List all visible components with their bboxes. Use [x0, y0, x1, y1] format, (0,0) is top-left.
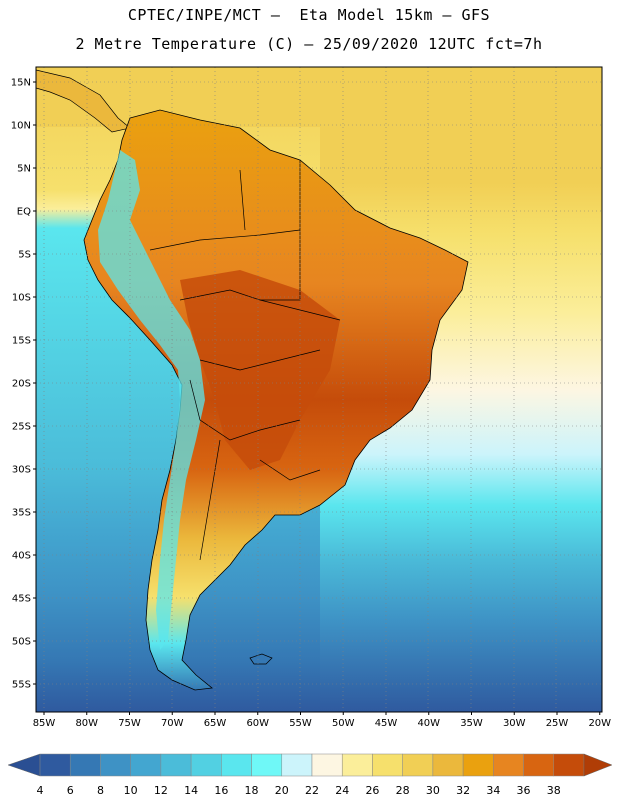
- colorbar-swatch: [100, 753, 131, 777]
- falkland-islands: [249, 653, 273, 665]
- colorbar-under-arrow: [7, 753, 41, 777]
- lat-tick-label: 40S: [12, 551, 31, 562]
- latitude-axis: 15N 10N 5N EQ 5S 10S 15S 20S 25S 30S 35S 40S 45S 50S 5…: [11, 78, 36, 691]
- map-title-line-1: CPTEC/INPE/MCT – Eta Model 15km – GFS: [127, 6, 491, 24]
- colorbar-swatch: [553, 753, 585, 777]
- colorbar-label: 20: [275, 784, 289, 797]
- lat-tick-label: 10N: [11, 121, 31, 132]
- lat-tick-label: 5N: [17, 164, 31, 175]
- colorbar-label: 36: [517, 784, 531, 797]
- lon-tick-label: 45W: [375, 718, 398, 729]
- colorbar-swatch: [160, 753, 192, 777]
- lat-tick-label: 15S: [12, 336, 31, 347]
- lat-tick-label: 30S: [12, 465, 31, 476]
- colorbar-label: 30: [426, 784, 440, 797]
- lat-tick-label: 5S: [18, 250, 31, 261]
- colorbar-swatch: [190, 753, 222, 777]
- colorbar-label: 4: [37, 784, 44, 797]
- longitude-axis: 85W 80W 75W 70W 65W 60W 55W 50W 45W 40W 35W 30W 25W 2…: [33, 712, 611, 729]
- colorbar-label: 38: [547, 784, 561, 797]
- lon-tick-label: 30W: [503, 718, 526, 729]
- colorbar-label: 14: [184, 784, 198, 797]
- lon-tick-label: 40W: [417, 718, 440, 729]
- colorbar-label: 24: [335, 784, 349, 797]
- lat-tick-label: 50S: [12, 637, 31, 648]
- colorbar-swatch: [251, 753, 283, 777]
- colorbar-label: 28: [396, 784, 410, 797]
- colorbar-swatch: [39, 753, 71, 777]
- lat-tick-label: 45S: [12, 594, 31, 605]
- colorbar-label: 34: [486, 784, 500, 797]
- lat-tick-label: 10S: [12, 293, 31, 304]
- lat-tick-label: 55S: [12, 680, 31, 691]
- colorbar-label: 18: [245, 784, 259, 797]
- colorbar-swatch: [402, 753, 434, 777]
- lat-tick-label: 15N: [11, 78, 31, 89]
- colorbar-swatch: [372, 753, 403, 777]
- north-warm-band: [36, 67, 602, 127]
- lat-tick-label: 20S: [12, 379, 31, 390]
- colorbar: 4 6 8 10 12 14 16 18 20 22 24 26 28 30 32 34 36 38: [7, 753, 613, 797]
- colorbar-swatch: [462, 753, 494, 777]
- colorbar-swatch: [493, 753, 524, 777]
- lat-tick-label: EQ: [17, 207, 31, 218]
- map-title-line-2: 2 Metre Temperature (C) – 25/09/2020 12U…: [75, 35, 543, 53]
- colorbar-label: 10: [124, 784, 138, 797]
- lon-tick-label: 55W: [289, 718, 312, 729]
- colorbar-swatch: [432, 753, 464, 777]
- lon-tick-label: 65W: [204, 718, 227, 729]
- colorbar-label: 16: [214, 784, 228, 797]
- lat-tick-label: 35S: [12, 508, 31, 519]
- andes-cold-band: [98, 150, 205, 650]
- colorbar-swatch: [130, 753, 162, 777]
- colorbar-label: 6: [67, 784, 74, 797]
- lon-tick-label: 35W: [460, 718, 483, 729]
- lon-tick-label: 80W: [75, 718, 98, 729]
- lon-tick-label: 85W: [33, 718, 56, 729]
- lon-tick-label: 60W: [246, 718, 269, 729]
- colorbar-swatch: [69, 753, 101, 777]
- colorbar-label: 32: [456, 784, 470, 797]
- colorbar-label: 26: [365, 784, 379, 797]
- colorbar-swatch: [311, 753, 343, 777]
- colorbar-swatch: [341, 753, 373, 777]
- colorbar-over-arrow: [583, 753, 613, 777]
- colorbar-swatch: [281, 753, 313, 777]
- colorbar-swatch: [523, 753, 555, 777]
- map-border: [35, 66, 603, 713]
- central-america: [36, 69, 131, 133]
- colorbar-label: 12: [154, 784, 168, 797]
- lon-tick-label: 25W: [546, 718, 569, 729]
- lon-tick-label: 70W: [161, 718, 184, 729]
- lon-tick-label: 75W: [118, 718, 141, 729]
- colorbar-label: 8: [97, 784, 104, 797]
- lat-tick-label: 25S: [12, 422, 31, 433]
- lon-tick-label: 50W: [332, 718, 355, 729]
- colorbar-label: 22: [305, 784, 319, 797]
- lon-tick-label: 20W: [588, 718, 611, 729]
- colorbar-swatch: [221, 753, 252, 777]
